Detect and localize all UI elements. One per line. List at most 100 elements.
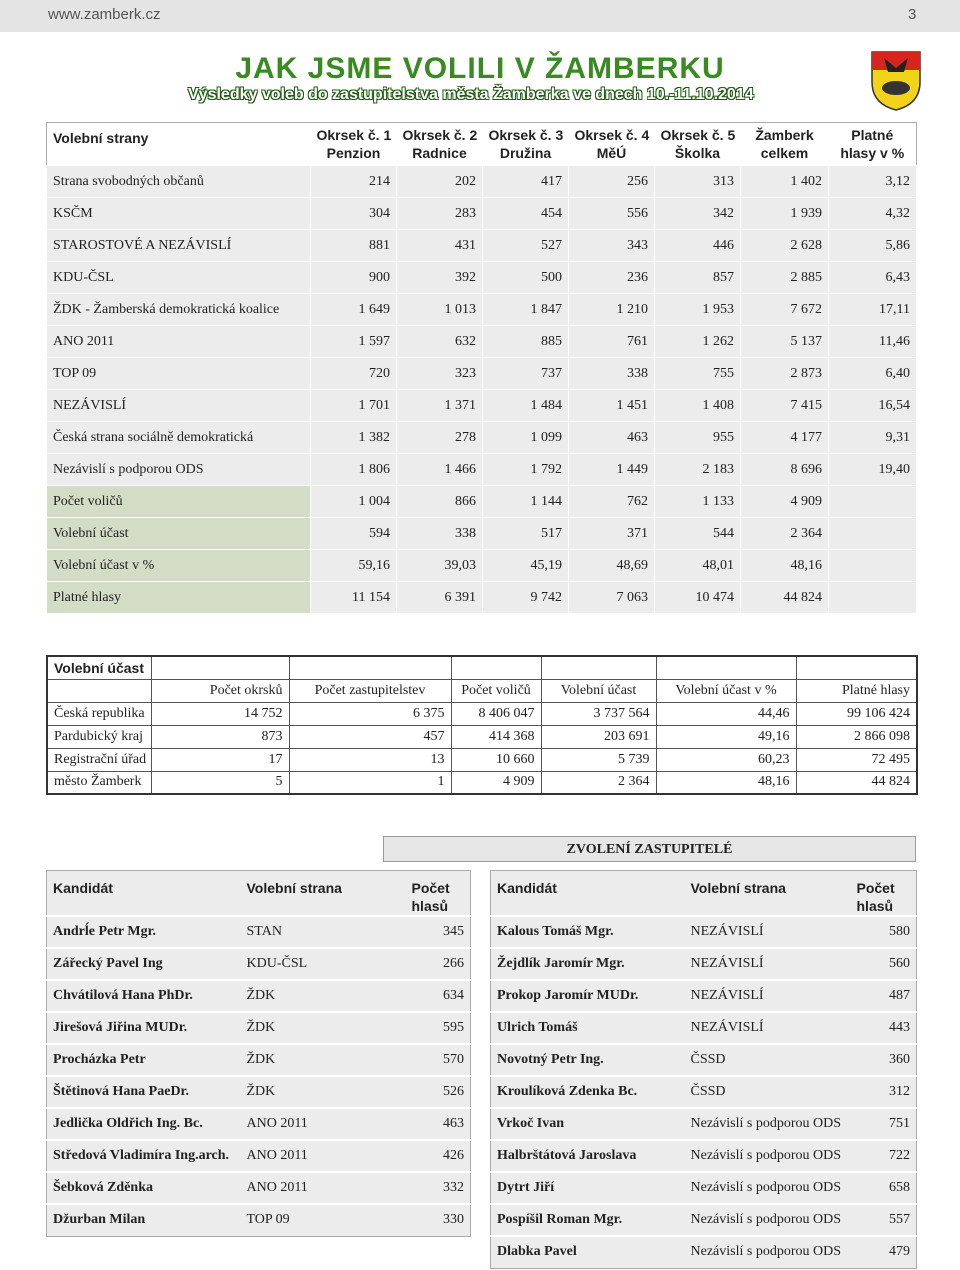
cell: 595	[405, 1011, 471, 1044]
cell: ŽDK	[240, 979, 406, 1012]
cell: Prokop Jaromír MUDr.	[490, 979, 685, 1012]
turnout-table: Volební účast Počet okrsků Počet zastupite…	[46, 655, 918, 795]
header-text: Volební strany	[53, 130, 149, 146]
row: Chvátilová Hana PhDr. ŽDK 634	[46, 979, 471, 1012]
cell: Nezávislí s podporou ODS	[684, 1139, 851, 1172]
cell: ŽDK	[240, 1011, 406, 1044]
cell: 443	[850, 1011, 917, 1044]
cell: 9 742	[482, 581, 569, 614]
header-text: Okrsek č. 2	[402, 127, 478, 143]
row: Novotný Petr Ing. ČSSD 360	[490, 1043, 917, 1076]
cell: 266	[405, 947, 471, 980]
cell: Jedlička Oldřich Ing. Bc.	[46, 1107, 241, 1140]
cell: Volební účast	[46, 517, 311, 550]
row: TOP 09 720 323 737 338 755 2 873 6,40	[46, 357, 917, 390]
cell: 527	[482, 229, 569, 262]
row: Pardubický kraj 873 457 414 368 203 691 49,16…	[46, 724, 918, 749]
cell: Štětinová Hana PaeDr.	[46, 1075, 241, 1108]
cell: 313	[654, 165, 741, 198]
row: Kroulíková Zdenka Bc. ČSSD 312	[490, 1075, 917, 1108]
cell: 72 495	[795, 747, 918, 772]
cell: 278	[396, 421, 483, 454]
row: Česká republika 14 752 6 375 8 406 047 3 737…	[46, 701, 918, 726]
cell: ČSSD	[684, 1043, 851, 1076]
row: Dytrt Jiří Nezávislí s podporou ODS 658	[490, 1171, 917, 1204]
cell: ANO 2011	[240, 1139, 406, 1172]
header-cell: Kandidát	[46, 870, 241, 916]
cell: Zářecký Pavel Ing	[46, 947, 241, 980]
row: Nezávislí s podporou ODS 1 806 1 466 1 792 1…	[46, 453, 917, 486]
cell	[828, 517, 917, 550]
cell: 6 391	[396, 581, 483, 614]
cell: Jirešová Jiřina MUDr.	[46, 1011, 241, 1044]
cell: 39,03	[396, 549, 483, 582]
cell: NEZÁVISLÍ	[684, 979, 851, 1012]
cell: 1 847	[482, 293, 569, 326]
cell: NEZÁVISLÍ	[684, 1011, 851, 1044]
header-text: Družina	[499, 145, 552, 161]
cell: 7 415	[740, 389, 829, 422]
cell: Dlabka Pavel	[490, 1235, 685, 1268]
header-text: Žamberk	[755, 127, 814, 143]
cell: 44,46	[655, 701, 797, 726]
cell: Strana svobodných občanů	[46, 165, 311, 198]
row: Džurban Milan TOP 09 330	[46, 1203, 471, 1236]
cell: 4,32	[828, 197, 917, 230]
header-row: Volební strany Okrsek č. 1 Penzion Okrsek č…	[46, 122, 917, 166]
cell: 517	[482, 517, 569, 550]
header-cell: Okrsek č. 4 MěÚ	[568, 122, 655, 166]
cell: město Žamberk	[46, 770, 152, 795]
cell: ŽDK	[240, 1043, 406, 1076]
cell: 1 402	[740, 165, 829, 198]
cell: 323	[396, 357, 483, 390]
cell: NEZÁVISLÍ	[684, 915, 851, 948]
cell: 2 183	[654, 453, 741, 486]
cell: 10 660	[450, 747, 542, 772]
cell: 1 701	[310, 389, 397, 422]
cell: ČSSD	[684, 1075, 851, 1108]
cell: 17,11	[828, 293, 917, 326]
header-cell: Počet hlasů	[850, 870, 917, 916]
cell: 1	[288, 770, 452, 795]
cell: Nezávislí s podporou ODS	[46, 453, 311, 486]
header-cell: Volební účast v %	[655, 678, 797, 703]
cell: Pardubický kraj	[46, 724, 152, 749]
cell: 634	[405, 979, 471, 1012]
cell: Česká strana sociálně demokratická	[46, 421, 311, 454]
row: STAROSTOVÉ A NEZÁVISLÍ 881 431 527 343 446 2 6…	[46, 229, 917, 262]
cell: 1 939	[740, 197, 829, 230]
cell: 857	[654, 261, 741, 294]
cell: 1 099	[482, 421, 569, 454]
cell: Džurban Milan	[46, 1203, 241, 1236]
cell: 345	[405, 915, 471, 948]
cell	[795, 655, 918, 680]
cell: Kroulíková Zdenka Bc.	[490, 1075, 685, 1108]
cell	[828, 485, 917, 518]
header-text: hlasy v %	[840, 145, 905, 161]
header-cell: Okrsek č. 5 Školka	[654, 122, 741, 166]
cell: Vrkoč Ivan	[490, 1107, 685, 1140]
subtitle: Výsledky voleb do zastupitelstva města Ž…	[188, 86, 754, 103]
cell: 3 737 564	[540, 701, 657, 726]
cell: 392	[396, 261, 483, 294]
cell	[828, 581, 917, 614]
cell: 9,31	[828, 421, 917, 454]
top-bar	[0, 0, 960, 32]
cell: 463	[405, 1107, 471, 1140]
cell: 48,16	[740, 549, 829, 582]
row: KDU-ČSL 900 392 500 236 857 2 885 6,43	[46, 261, 917, 294]
row: Halbrštátová Jaroslava Nezávislí s podpor…	[490, 1139, 917, 1172]
cell: 457	[288, 724, 452, 749]
cell: 48,01	[654, 549, 741, 582]
row: Volební účast v % 59,16 39,03 45,19 48,69 48,…	[46, 549, 917, 582]
cell: Ulrich Tomáš	[490, 1011, 685, 1044]
header-cell: Počet voličů	[450, 678, 542, 703]
cell: 1 451	[568, 389, 655, 422]
site-url: www.zamberk.cz	[48, 6, 161, 23]
header-text: Okrsek č. 4	[574, 127, 650, 143]
cell: Česká republika	[46, 701, 152, 726]
row: Zářecký Pavel Ing KDU-ČSL 266	[46, 947, 471, 980]
row: Ulrich Tomáš NEZÁVISLÍ 443	[490, 1011, 917, 1044]
cell: 1 806	[310, 453, 397, 486]
